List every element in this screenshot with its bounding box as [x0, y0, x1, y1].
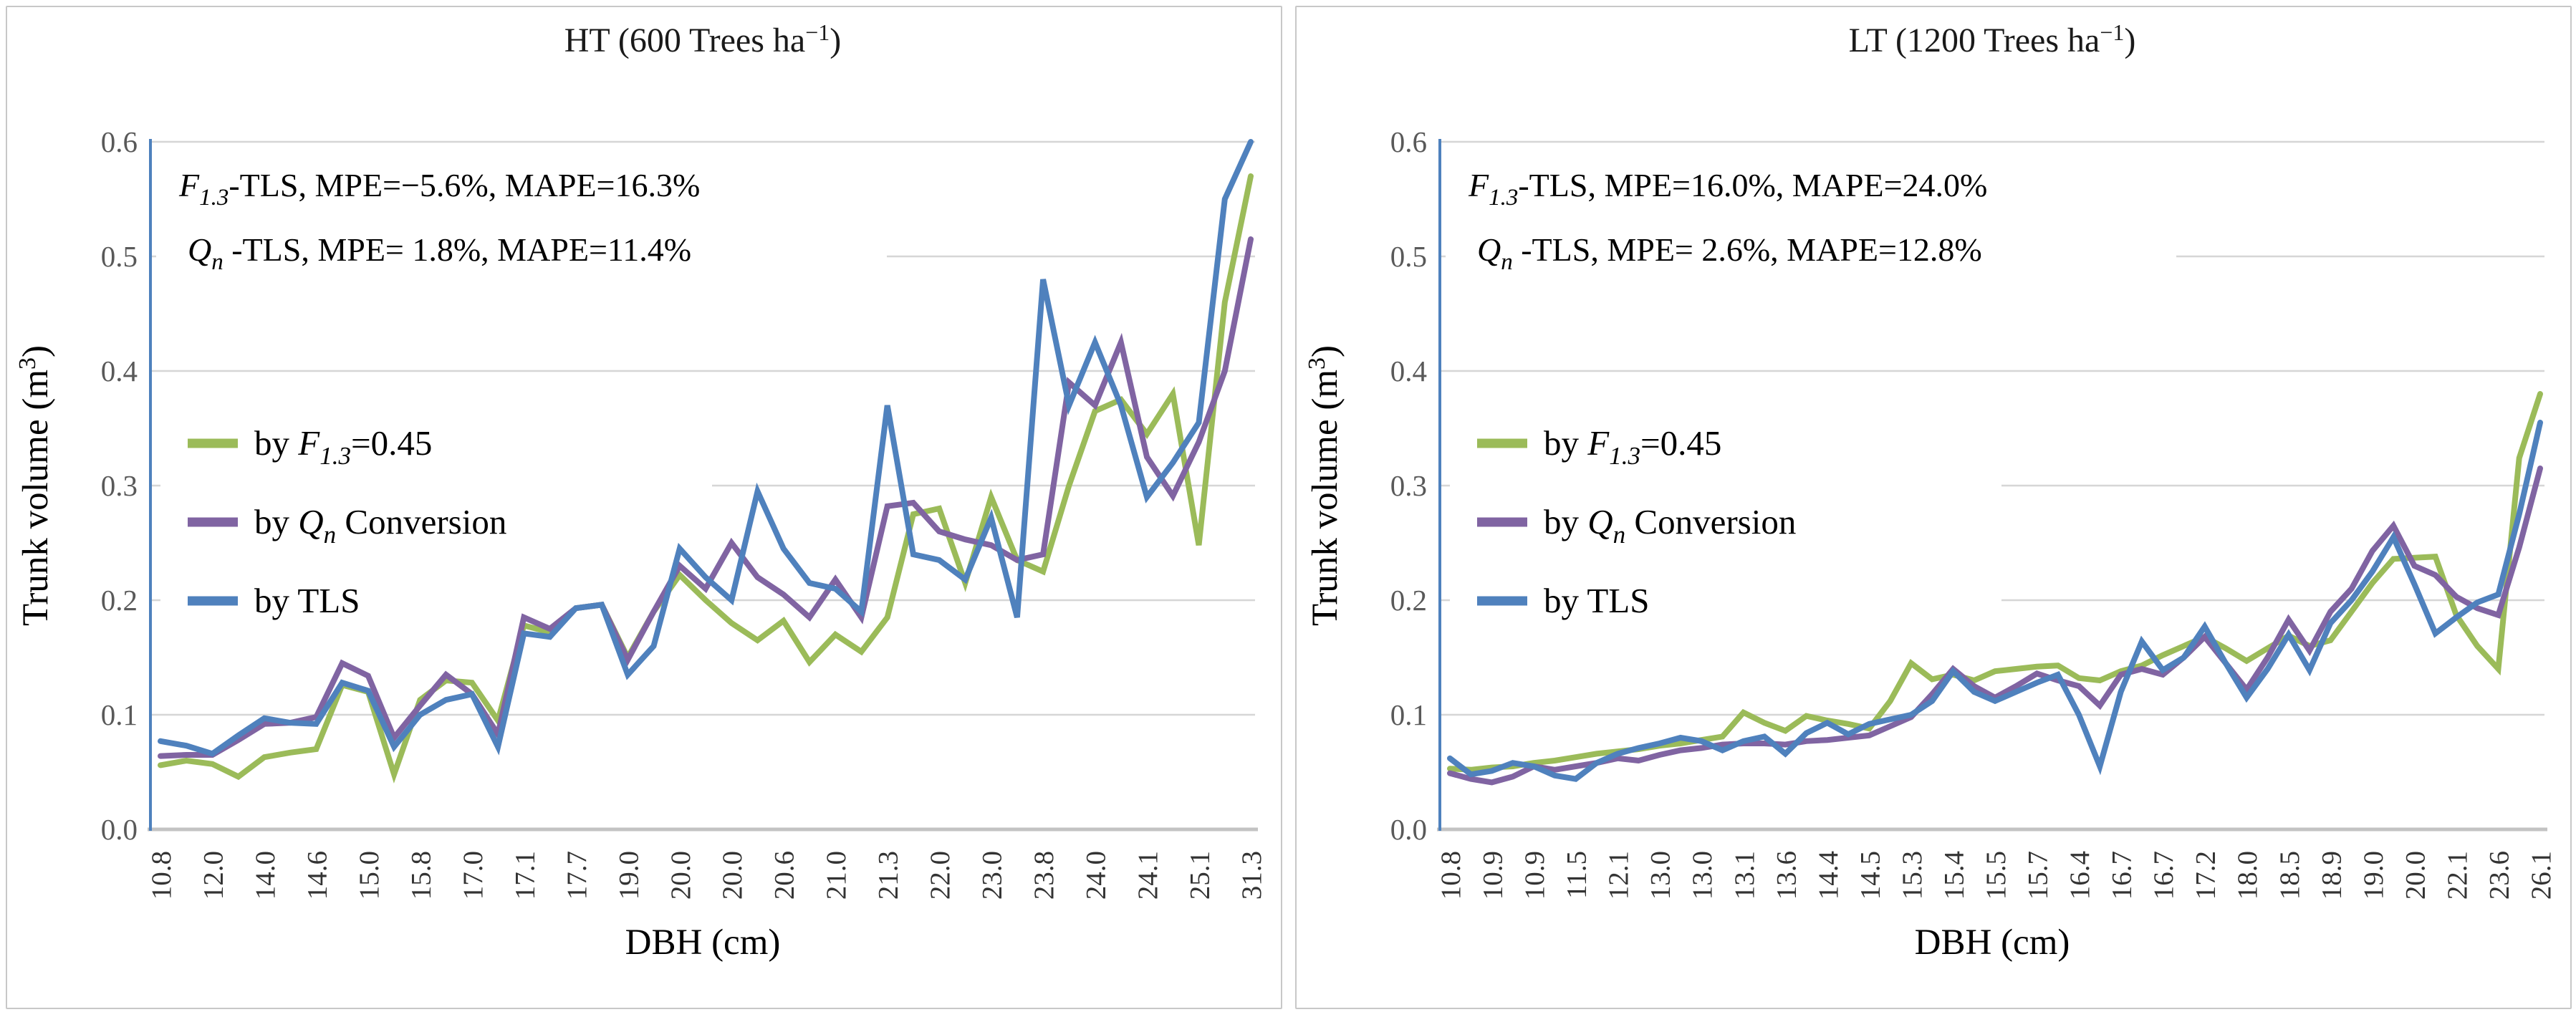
legend-mask	[1450, 400, 2001, 629]
legend-label-qn: by Qn Conversion	[254, 502, 506, 549]
annotation-mask	[1446, 149, 2176, 276]
x-tick-label: 20.6	[769, 851, 800, 900]
legend: by F1.3=0.45 by Qn Conversion by TLS	[1477, 423, 1796, 620]
x-tick-label: 21.0	[821, 851, 852, 900]
y-axis-title: Trunk volume (m3)	[14, 345, 56, 626]
x-tick-label: 12.1	[1603, 851, 1634, 900]
x-tick-label: 26.1	[2526, 851, 2557, 900]
x-tick-label: 20.0	[717, 851, 748, 900]
y-tick-label: 0.4	[1390, 355, 1427, 387]
y-tick-label: 0.1	[101, 698, 138, 731]
annotation-mask	[156, 149, 887, 276]
x-tick-label: 17.0	[458, 851, 489, 900]
x-tick-label: 23.8	[1029, 851, 1059, 900]
legend-label-f13: by F1.3=0.45	[254, 423, 432, 470]
x-tick-label: 18.5	[2274, 851, 2305, 900]
y-tick-label: 0.1	[1390, 698, 1427, 731]
x-tick-label: 20.0	[2400, 851, 2431, 900]
x-tick-label: 13.0	[1687, 851, 1718, 900]
annotation-qn-error: Qn -TLS, MPE= 2.6%, MAPE=12.8%	[1477, 231, 1982, 275]
x-tick-label: 14.4	[1813, 851, 1844, 900]
y-tick-label: 0.2	[101, 584, 138, 617]
y-axis-title: Trunk volume (m3)	[1304, 345, 1345, 626]
x-axis-title: DBH (cm)	[625, 922, 781, 963]
x-tick-label: 10.9	[1519, 851, 1550, 900]
x-tick-label: 19.0	[2358, 851, 2389, 900]
series-line-tls	[1447, 420, 2543, 782]
x-tick-label: 22.0	[925, 851, 956, 900]
x-tick-label: 15.7	[2023, 851, 2054, 900]
x-tick-label: 16.7	[2148, 851, 2179, 900]
x-tick-label: 19.0	[613, 851, 644, 900]
legend-label-tls: by TLS	[1544, 581, 1649, 620]
y-tick-label: 0.5	[101, 240, 138, 273]
annotation-f13-error: F1.3-TLS, MPE=16.0%, MAPE=24.0%	[1468, 167, 1987, 211]
plot-area: 0.0 0.1 0.2 0.3 0.4 0.5 0.6 10.8 12.0 14.0 14.6 15.…	[101, 125, 1267, 900]
x-tick-label: 14.6	[302, 851, 332, 900]
legend-label-qn: by Qn Conversion	[1544, 502, 1796, 549]
x-tick-label: 23.0	[977, 851, 1008, 900]
y-tick-label: 0.5	[1390, 240, 1427, 273]
x-tick-label: 24.0	[1081, 851, 1112, 900]
legend-label-f13: by F1.3=0.45	[1544, 423, 1721, 470]
annotation-qn-error: Qn -TLS, MPE= 1.8%, MAPE=11.4%	[188, 231, 691, 275]
x-tick-label: 10.8	[1436, 851, 1466, 900]
x-tick-label: 13.0	[1645, 851, 1676, 900]
x-axis-title: DBH (cm)	[1915, 922, 2070, 963]
chart-title: LT (1200 Trees ha−1)	[1849, 19, 2136, 59]
plot-area: 0.0 0.1 0.2 0.3 0.4 0.5 0.6 10.8 10.9 10.9 11.5 12.…	[1390, 125, 2557, 900]
y-tick-label: 0.3	[1390, 469, 1427, 502]
x-tick-label: 11.5	[1562, 851, 1592, 899]
series-line-qn	[1447, 466, 2543, 786]
x-tick-label: 16.4	[2065, 851, 2095, 900]
annotation-f13-error: F1.3-TLS, MPE=−5.6%, MAPE=16.3%	[178, 167, 700, 211]
x-tick-label: 21.3	[873, 851, 904, 900]
x-tick-label: 16.7	[2107, 851, 2138, 900]
x-tick-label: 13.1	[1729, 851, 1760, 900]
y-tick-label: 0.6	[1390, 125, 1427, 158]
x-tick-label: 20.0	[665, 851, 696, 900]
x-tick-label: 14.5	[1855, 851, 1885, 900]
x-tick-label: 31.3	[1236, 851, 1267, 900]
x-tick-label: 14.0	[250, 851, 281, 900]
x-tick-label: 23.6	[2484, 851, 2514, 900]
y-tick-label: 0.3	[101, 469, 138, 502]
x-tick-label: 22.1	[2442, 851, 2473, 900]
x-tick-label: 15.5	[1981, 851, 2012, 900]
x-tick-label: 25.1	[1185, 851, 1216, 900]
legend-mask	[160, 400, 712, 629]
x-tick-label: 15.3	[1897, 851, 1928, 900]
series-line-tls	[158, 139, 1254, 757]
x-tick-label: 10.9	[1478, 851, 1509, 900]
x-tick-label: 18.9	[2316, 851, 2347, 900]
x-tick-label: 18.0	[2232, 851, 2263, 900]
chart-title: HT (600 Trees ha−1)	[564, 19, 841, 59]
chart-panel-ht: 0.0 0.1 0.2 0.3 0.4 0.5 0.6 10.8 12.0 14.0 14.6 15.…	[6, 6, 1282, 1009]
y-tick-label: 0.6	[101, 125, 138, 158]
chart-panel-lt: 0.0 0.1 0.2 0.3 0.4 0.5 0.6 10.8 10.9 10.9 11.5 12.…	[1295, 6, 2572, 1009]
y-tick-label: 0.4	[101, 355, 138, 387]
x-tick-label: 15.8	[405, 851, 436, 900]
y-tick-label: 0.0	[1390, 813, 1427, 846]
x-tick-label: 17.2	[2191, 851, 2221, 900]
y-tick-label: 0.0	[101, 813, 138, 846]
x-tick-label: 13.6	[1771, 851, 1802, 900]
x-tick-label: 24.1	[1133, 851, 1163, 900]
legend-label-tls: by TLS	[254, 581, 360, 620]
x-tick-label: 15.0	[354, 851, 385, 900]
legend: by F1.3=0.45 by Qn Conversion by TLS	[188, 423, 506, 620]
x-tick-label: 15.4	[1938, 851, 1969, 900]
y-tick-label: 0.2	[1390, 584, 1427, 617]
x-tick-label: 10.8	[146, 851, 177, 900]
x-tick-label: 17.1	[509, 851, 540, 900]
x-tick-label: 17.7	[562, 851, 592, 900]
series-line-qn	[158, 236, 1254, 759]
x-tick-label: 12.0	[198, 851, 229, 900]
